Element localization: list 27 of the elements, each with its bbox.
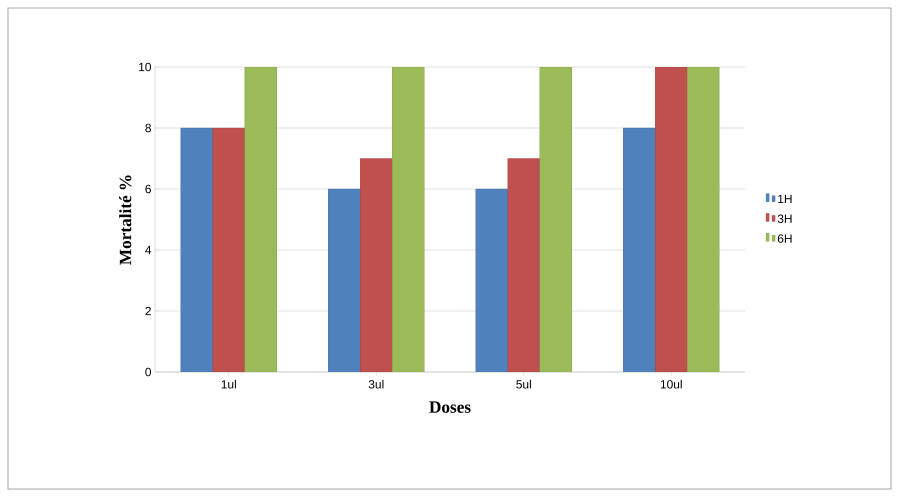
- bar: [476, 188, 508, 372]
- x-tick-label: 10ul: [660, 380, 682, 389]
- x-tick-label: 3ul: [368, 380, 384, 389]
- legend-label: 6H: [778, 234, 792, 243]
- x-axis-title: Doses: [429, 401, 471, 413]
- x-tick-label: 1ul: [222, 380, 236, 389]
- y-tick-label: 0: [145, 368, 152, 376]
- bar: [180, 128, 213, 372]
- bar: [540, 66, 572, 372]
- legend-label: 3H: [778, 214, 792, 223]
- bar: [212, 128, 245, 372]
- bar: [360, 158, 392, 372]
- bar: [392, 66, 424, 372]
- y-axis-title: Mortalité %: [119, 175, 132, 265]
- y-tick-label: 8: [145, 124, 151, 132]
- y-tick-label: 4: [145, 246, 152, 254]
- y-tick-label: 2: [145, 306, 151, 316]
- bar: [655, 66, 688, 372]
- bar: [508, 158, 540, 372]
- bar: [623, 128, 656, 372]
- bar: [328, 188, 360, 372]
- y-tick-label: 6: [145, 184, 151, 194]
- x-tick-label: 5ul: [516, 380, 531, 389]
- bar: [687, 66, 720, 372]
- bar: [244, 66, 277, 372]
- y-tick-label: 10: [139, 62, 152, 72]
- legend-label: 1H: [778, 194, 792, 204]
